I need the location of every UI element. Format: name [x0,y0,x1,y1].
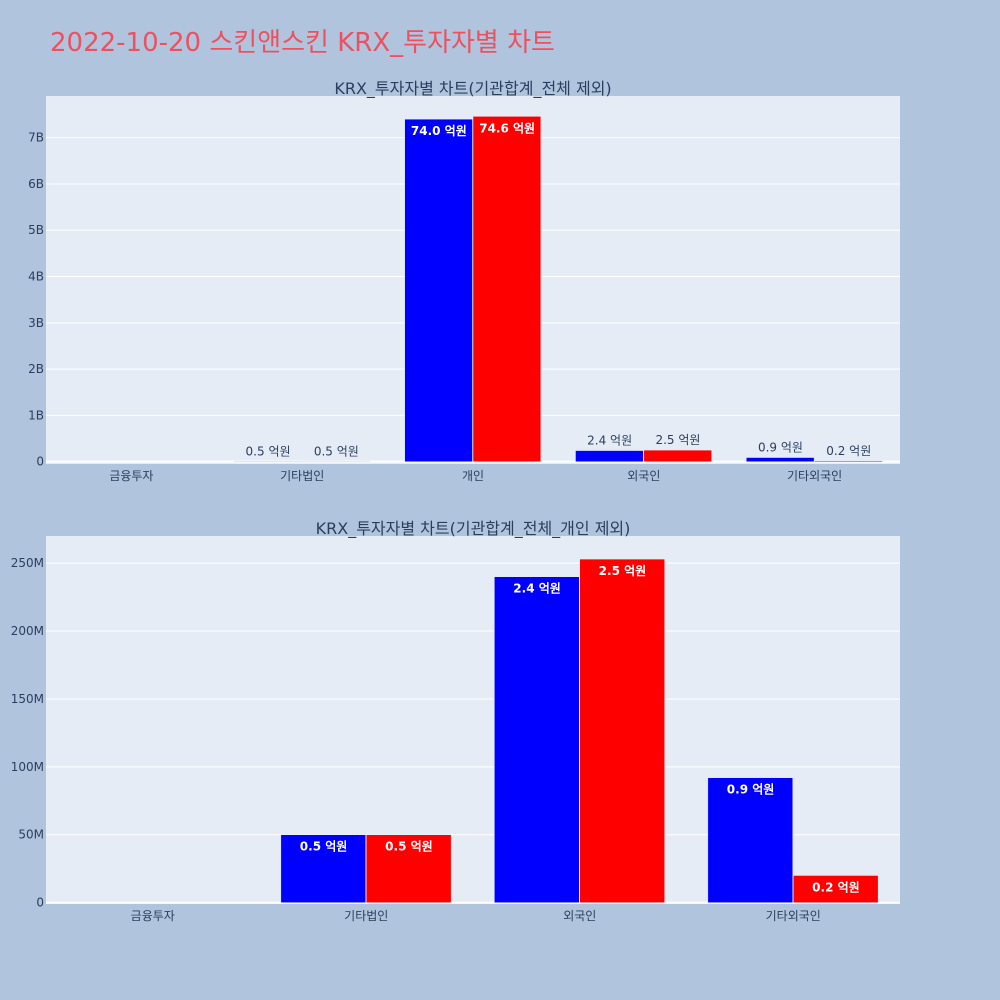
y-tick-label: 100M [11,760,44,774]
y-tick-label: 50M [18,828,44,842]
data-label: 74.0 억원 [411,124,467,138]
y-tick-label: 3B [28,316,44,330]
data-label: 2.5 억원 [655,433,700,447]
y-tick-label: 0 [36,896,44,910]
data-label: 2.5 억원 [599,564,647,578]
x-tick-label: 금융투자 [131,909,175,923]
y-tick-label: 250M [11,556,44,570]
data-label: 0.9 억원 [758,441,803,455]
bar [366,834,452,903]
data-label: 2.4 억원 [587,434,632,448]
chart-2: 0 50M 100M 150M 200M 250M KRX_투자자별 차트(기관합계_전체_… [11,519,900,923]
x-tick-label: 기타법인 [280,469,324,483]
data-label: 0.5 억원 [314,444,359,458]
bar [579,558,665,903]
y-tick-label: 150M [11,692,44,706]
y-tick-label: 7B [28,131,44,145]
chart-1: 0 1B 2B 3B 4B 5B 6B 7B KRX_투자자별 차트(기관합계_전체 제외) 금융… [28,79,900,483]
y-tick-label: 200M [11,624,44,638]
y-tick-label: 0 [36,455,44,469]
x-tick-label: 기타법인 [344,909,388,923]
x-tick-label: 기타외국인 [787,469,842,483]
bar [280,834,367,903]
x-tick-label: 외국인 [627,469,660,483]
data-label: 2.4 억원 [513,582,561,596]
y-tick-label: 1B [28,408,44,422]
page-title: 2022-10-20 스킨앤스킨 KRX_투자자별 차트 [50,28,555,58]
data-label: 0.2 억원 [812,880,860,894]
chart-title: KRX_투자자별 차트(기관합계_전체_개인 제외) [316,519,631,539]
bar [643,449,712,462]
bar [472,116,542,462]
bar [494,576,580,903]
data-label: 0.5 억원 [385,840,433,854]
chart-title: KRX_투자자별 차트(기관합계_전체 제외) [334,79,611,99]
y-tick-label: 6B [28,177,44,191]
bar [404,118,473,462]
data-label: 0.9 억원 [727,783,775,797]
bar [814,460,883,462]
bar [793,875,879,903]
x-tick-label: 외국인 [563,909,596,923]
x-tick-label: 기타외국인 [766,909,821,923]
data-label: 0.5 억원 [300,840,348,854]
bar [707,777,793,903]
data-label: 0.5 억원 [246,444,291,458]
x-tick-label: 금융투자 [109,469,153,483]
bar [575,450,644,462]
data-label: 74.6 억원 [479,121,535,135]
x-tick-label: 개인 [462,469,484,483]
y-tick-label: 2B [28,362,44,376]
y-tick-label: 5B [28,223,44,237]
bar [746,457,815,462]
y-tick-label: 4B [28,270,44,284]
data-label: 0.2 억원 [826,444,871,458]
